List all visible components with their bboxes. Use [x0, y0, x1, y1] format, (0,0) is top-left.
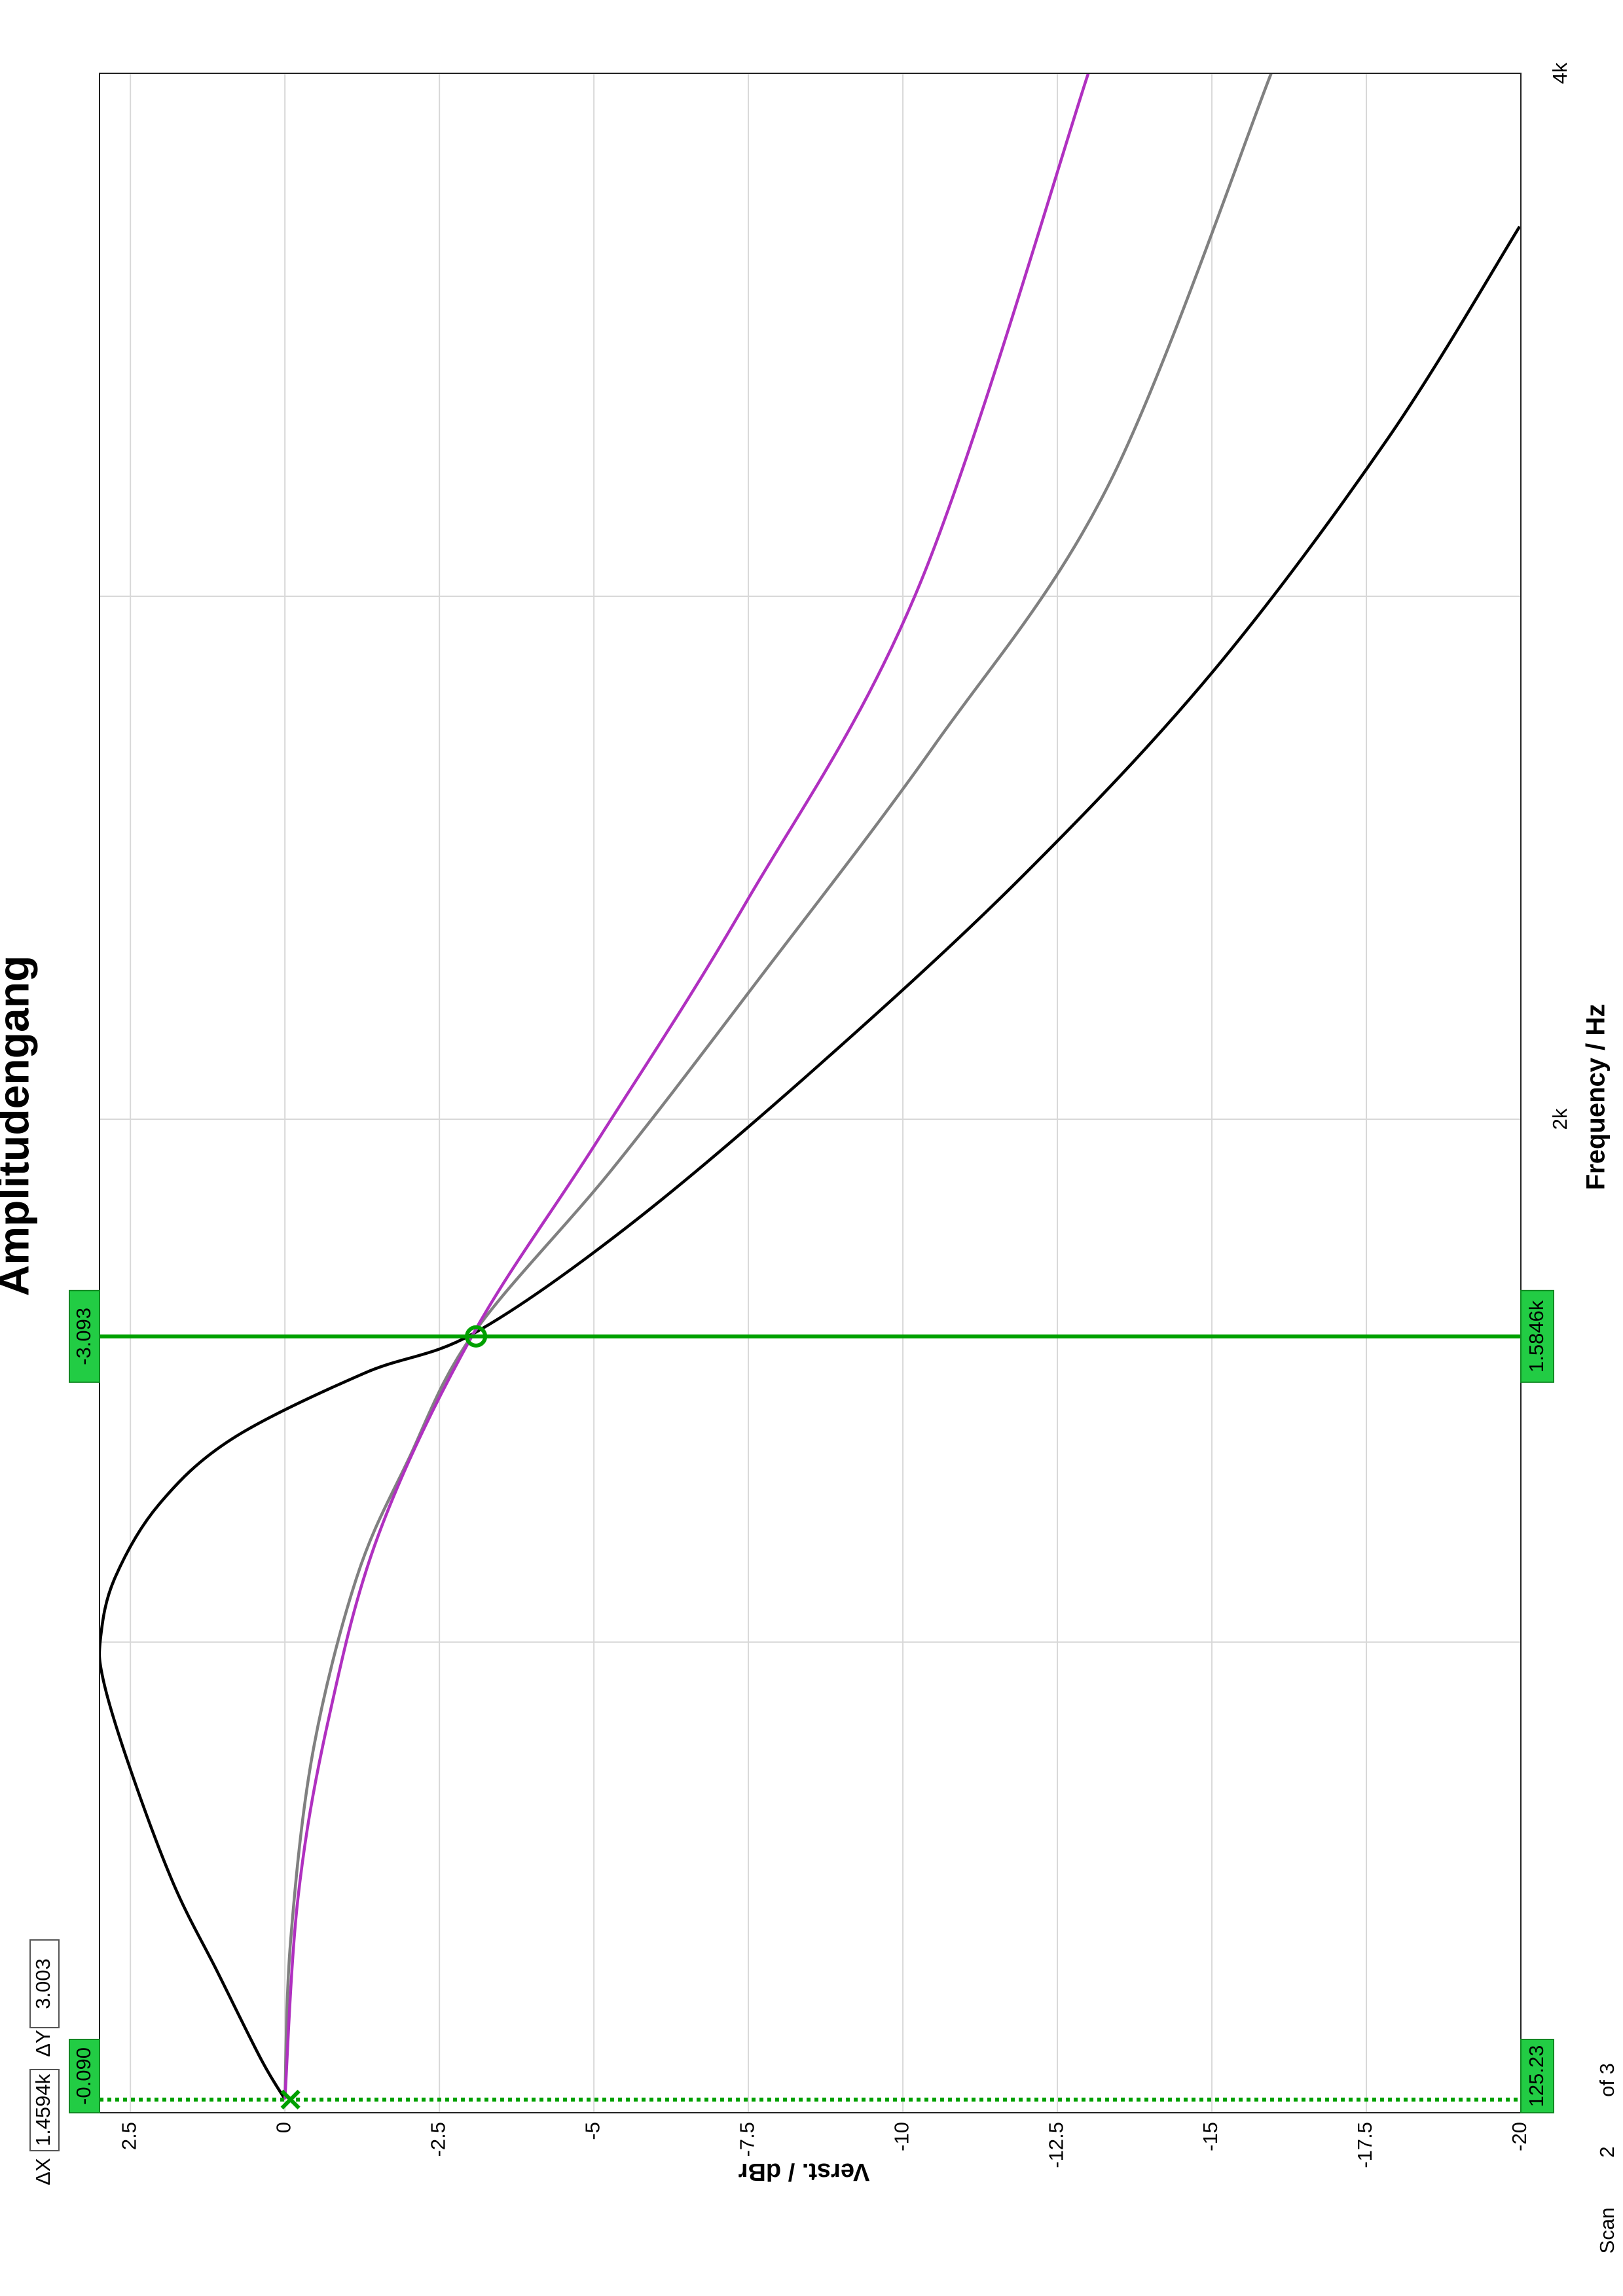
chart-title: Amplitudengang: [0, 956, 37, 1297]
series-line: [283, 73, 1273, 2100]
y-tick-label: -17.5: [1353, 2122, 1376, 2168]
plot-area: [100, 73, 1521, 2113]
x-tick-label: 2k: [1548, 1108, 1571, 1130]
cursor-marker-x: [280, 2089, 301, 2109]
series-line: [283, 73, 1090, 2100]
cursor-y-box: [69, 1289, 100, 1383]
y-tick-label: 0: [272, 2122, 295, 2133]
delta-x-value: 1.4594k: [31, 2073, 54, 2146]
y-tick-label: 2.5: [117, 2122, 140, 2150]
cursor-x-label: 1.5846k: [1525, 1300, 1548, 1372]
series-line: [100, 225, 1521, 2100]
cursor-marker: [280, 2089, 301, 2109]
cursor-x-label: 125.23: [1525, 2045, 1548, 2108]
y-axis-title: Verst. / dBr: [738, 2158, 869, 2185]
y-tick-label: -20: [1508, 2122, 1531, 2151]
x-axis-title: Frequency / Hz: [1582, 1004, 1611, 1191]
cursor-x-box: [1520, 1289, 1554, 1383]
delta-y-value: 3.003: [31, 1958, 54, 2009]
cursor-y-label: -0.090: [72, 2047, 95, 2105]
x-tick-label: 4k: [1548, 62, 1571, 84]
delta-x-box: [29, 2069, 60, 2151]
y-tick-label: -5: [581, 2122, 604, 2140]
delta-y-box: [29, 1939, 60, 2028]
y-tick-label: -7.5: [735, 2122, 758, 2157]
cursor-y-label: -3.093: [72, 1308, 95, 1365]
y-tick-label: -10: [890, 2122, 913, 2151]
scan-label: Scan: [1596, 2208, 1618, 2254]
y-tick-label: -15: [1199, 2122, 1222, 2151]
delta-y-label: ΔY: [31, 2030, 54, 2056]
cursor-x-box: [1520, 2039, 1554, 2113]
plot-lines: [100, 73, 1521, 2100]
scan-total: of 3: [1596, 2063, 1618, 2097]
y-tick-label: -2.5: [426, 2122, 449, 2157]
cursor-y-box: [69, 2039, 100, 2113]
plot-frame: [99, 73, 1522, 2113]
y-tick-label: -12.5: [1044, 2122, 1067, 2168]
cursor-marker: [465, 1325, 488, 1348]
rotated-chart: Amplitudengang Frequency / Hz Verst. / d…: [0, 62, 1618, 2253]
scan-value: 2: [1596, 2146, 1618, 2157]
delta-x-label: ΔX: [31, 2158, 54, 2185]
